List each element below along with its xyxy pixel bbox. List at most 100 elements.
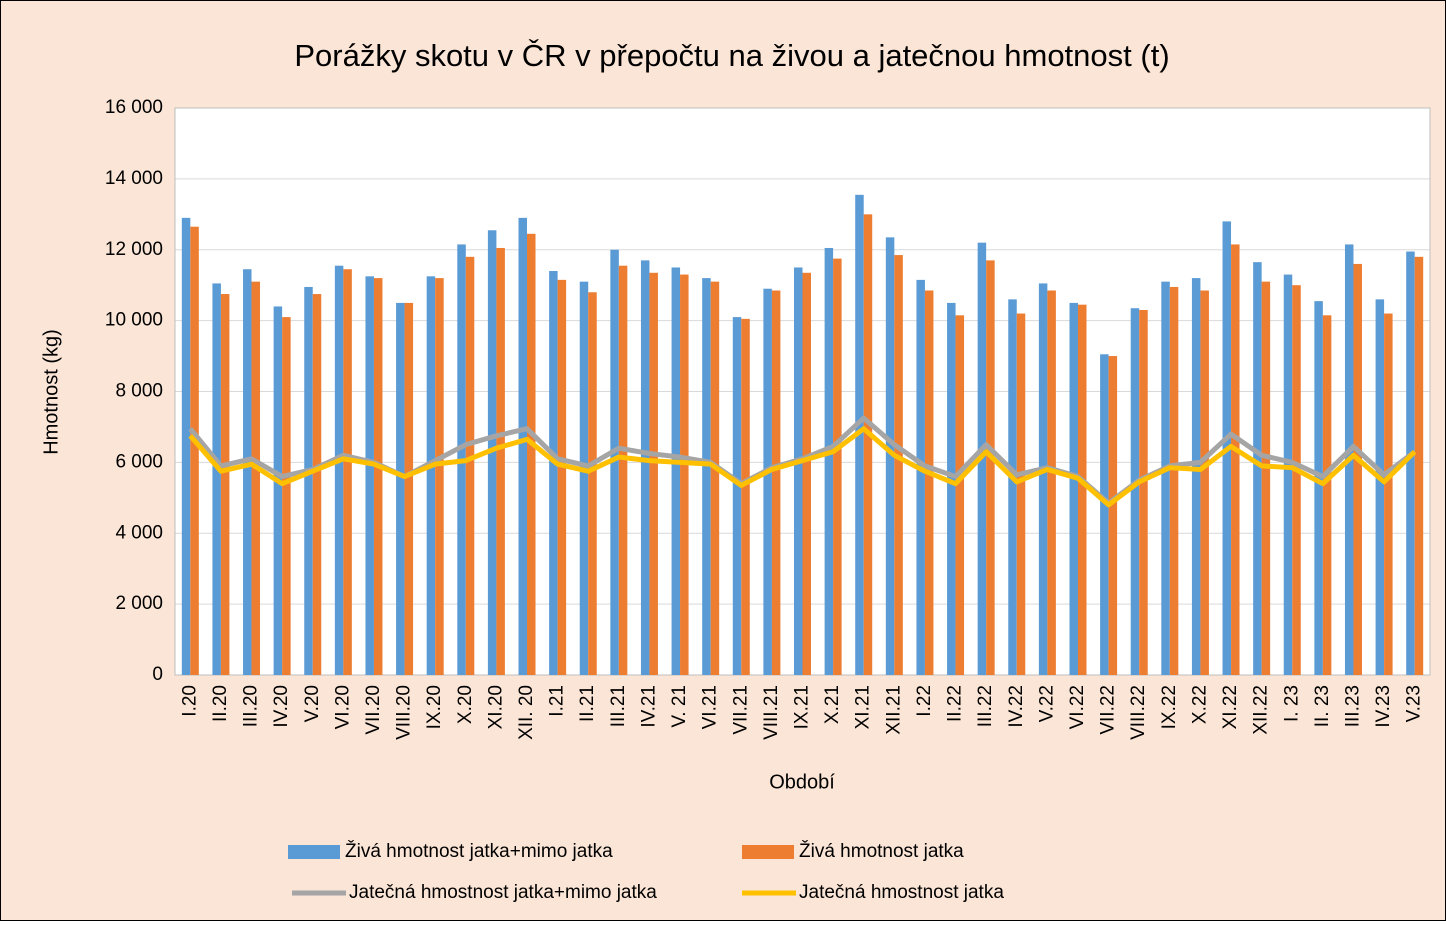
x-tick-label: III.20 <box>241 685 262 727</box>
bar <box>579 281 589 675</box>
bar <box>1169 286 1179 675</box>
x-tick-label: VIII.22 <box>1128 685 1149 740</box>
x-tick-label: XII.21 <box>883 685 904 735</box>
x-tick-label: VIII.21 <box>761 685 782 740</box>
bar <box>487 230 497 675</box>
bar <box>824 247 834 675</box>
y-tick-label: 6 000 <box>115 451 163 472</box>
bar <box>741 318 750 675</box>
bar <box>312 294 322 675</box>
bar <box>1414 256 1424 675</box>
bar <box>1200 290 1209 675</box>
x-tick-label: V. 21 <box>669 685 690 728</box>
x-tick-label: III.21 <box>608 685 629 727</box>
bar <box>1130 308 1140 675</box>
y-tick-label: 0 <box>152 664 163 685</box>
bar <box>282 317 291 675</box>
bar <box>1038 283 1048 675</box>
bar <box>1406 251 1415 675</box>
bar <box>680 274 689 675</box>
x-tick-label: XI.20 <box>485 685 506 729</box>
x-tick-label: VII.20 <box>363 685 384 735</box>
bar <box>557 279 567 675</box>
bar <box>1322 315 1332 675</box>
x-axis-label: Období <box>769 771 835 793</box>
bar <box>702 278 711 675</box>
x-tick-label: III.22 <box>975 685 996 727</box>
bar <box>986 260 995 675</box>
bar <box>710 281 720 675</box>
bar <box>190 226 199 675</box>
bar <box>251 281 261 675</box>
legend-swatch <box>288 845 340 859</box>
y-tick-label: 8 000 <box>115 381 163 402</box>
bar <box>181 217 191 675</box>
x-tick-label: III.23 <box>1342 685 1363 727</box>
bar <box>496 247 505 675</box>
bar <box>618 265 628 675</box>
bar <box>863 214 873 675</box>
bar <box>833 258 842 675</box>
x-tick-label: I.20 <box>179 685 200 717</box>
bar <box>763 288 772 675</box>
bar <box>304 286 313 675</box>
bar <box>1161 281 1170 675</box>
bar <box>465 256 475 675</box>
bar <box>334 265 344 675</box>
bar <box>916 279 925 675</box>
x-tick-label: VI.22 <box>1067 685 1088 729</box>
x-tick-label: II. 23 <box>1312 685 1333 727</box>
bar <box>1139 309 1148 675</box>
bar <box>1016 313 1026 675</box>
x-tick-label: VI.21 <box>700 685 721 729</box>
bar <box>365 276 374 675</box>
bar <box>220 294 230 675</box>
x-tick-label: VIII.20 <box>394 685 415 740</box>
x-tick-label: X.22 <box>1189 685 1210 724</box>
bar <box>649 272 658 675</box>
y-axis-label: Hmotnost (kg) <box>40 329 62 455</box>
x-tick-label: IX.20 <box>424 685 445 729</box>
bar <box>1384 313 1393 675</box>
bar <box>1108 356 1118 675</box>
bar <box>924 290 934 675</box>
y-tick-label: 16 000 <box>105 97 163 118</box>
bar <box>426 276 436 675</box>
bar <box>1069 302 1078 675</box>
y-tick-label: 12 000 <box>105 239 163 260</box>
bar <box>373 278 383 675</box>
x-tick-label: VII.21 <box>730 685 751 735</box>
bar <box>435 278 444 675</box>
bar <box>518 217 528 675</box>
bar <box>212 283 221 675</box>
bar <box>1253 262 1262 675</box>
bar <box>894 255 903 676</box>
legend-swatch <box>742 845 794 859</box>
bar <box>732 317 742 675</box>
x-tick-label: I. 23 <box>1281 685 1302 722</box>
bar <box>343 269 352 675</box>
x-tick-label: IV.23 <box>1373 685 1394 728</box>
line <box>188 426 1417 508</box>
x-tick-label: XI.21 <box>853 685 874 729</box>
bar <box>802 272 811 675</box>
bar <box>549 271 558 675</box>
x-tick-label: IX.22 <box>1159 685 1180 729</box>
x-tick-label: V.23 <box>1404 685 1425 722</box>
x-tick-label: VII.22 <box>1098 685 1119 735</box>
x-tick-label: IV.20 <box>271 685 292 728</box>
x-tick-label: II.20 <box>210 685 231 722</box>
x-tick-label: XII. 20 <box>516 685 537 740</box>
bar <box>588 292 597 675</box>
bar <box>273 306 283 675</box>
bar <box>404 302 414 675</box>
x-tick-label: V.20 <box>302 685 323 722</box>
bar <box>1261 281 1271 675</box>
x-tick-label: I.21 <box>547 685 568 717</box>
y-tick-label: 4 000 <box>115 522 163 543</box>
bar <box>1283 274 1293 675</box>
bar <box>1375 299 1385 675</box>
bar <box>1191 278 1201 675</box>
